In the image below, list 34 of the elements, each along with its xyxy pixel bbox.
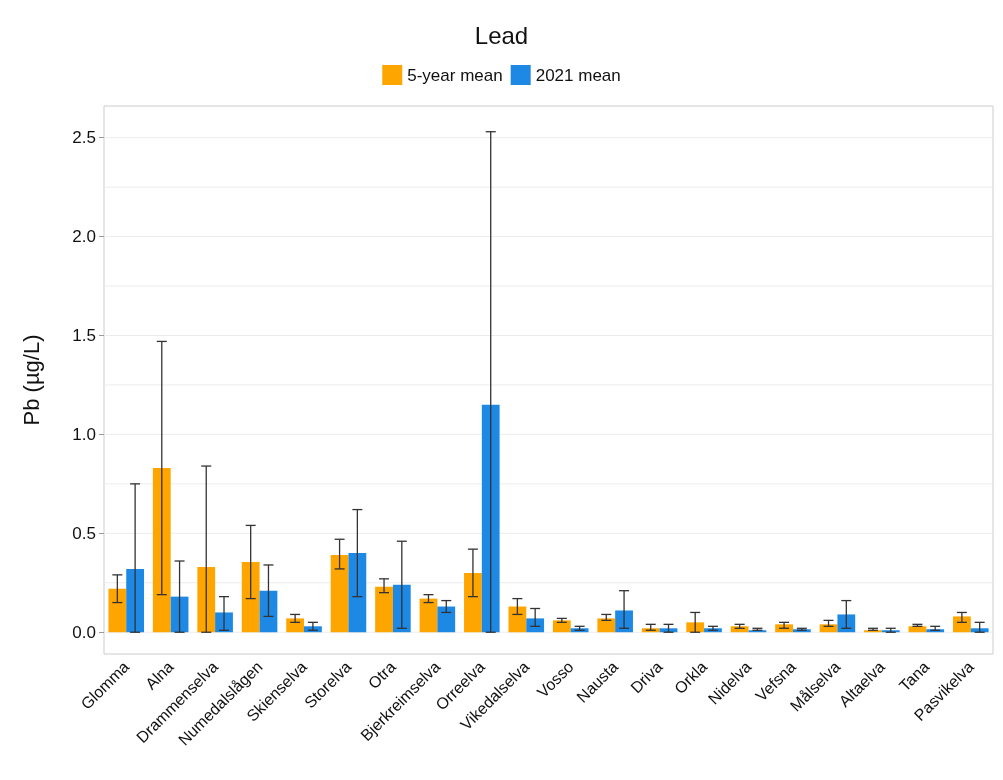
y-tick-label: 1.5 <box>72 325 96 345</box>
bar <box>375 586 393 633</box>
bar <box>437 606 456 633</box>
bar <box>259 590 278 633</box>
y-tick-label: 1.0 <box>72 424 96 444</box>
y-axis-title: Pb (µg/L) <box>18 334 44 426</box>
bar <box>330 555 349 633</box>
bar <box>170 596 189 633</box>
bar <box>686 622 705 633</box>
bar <box>552 620 571 633</box>
bar <box>481 404 500 633</box>
bar <box>597 618 616 633</box>
bar <box>152 468 171 633</box>
y-tick-label: 0.5 <box>72 523 96 543</box>
bar <box>526 618 545 633</box>
bar <box>348 553 367 633</box>
bar <box>953 616 971 633</box>
y-tick-label: 2.0 <box>72 227 96 247</box>
bar <box>819 624 838 633</box>
bar <box>241 562 260 633</box>
bar <box>286 618 305 633</box>
legend-label: 5-year mean <box>407 65 503 85</box>
bar <box>464 572 482 633</box>
bar <box>108 588 127 633</box>
chart-title: Lead <box>474 21 529 49</box>
bar <box>197 566 216 633</box>
y-tick-label: 2.5 <box>72 128 96 148</box>
bar <box>508 606 527 633</box>
bar <box>837 614 856 633</box>
legend-label: 2021 mean <box>535 65 621 85</box>
bar <box>970 628 989 633</box>
bar <box>392 584 411 633</box>
y-tick-label: 0.0 <box>72 622 96 642</box>
bar <box>419 598 438 633</box>
